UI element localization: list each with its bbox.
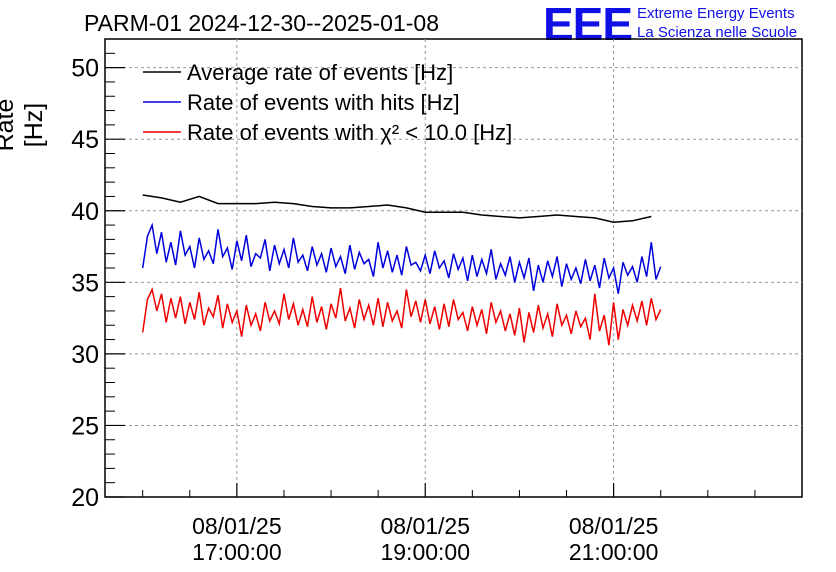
- eee-logo: EEE: [543, 0, 633, 50]
- y-tick-label: 40: [71, 198, 99, 226]
- chart-title: PARM-01 2024-12-30--2025-01-08: [84, 10, 439, 36]
- series-chi2-line: [141, 287, 662, 346]
- x-tick-label-time: 19:00:00: [380, 539, 470, 565]
- x-tick-label-time: 17:00:00: [192, 539, 282, 565]
- x-tick-label-date: 08/01/25: [192, 513, 282, 539]
- logo-caption: Extreme Energy Events La Scienza nelle S…: [637, 4, 797, 42]
- series-average-line: [142, 194, 652, 223]
- legend-hits-label: Rate of events with hits [Hz]: [187, 90, 460, 115]
- y-tick-label: 35: [71, 269, 99, 297]
- logo-caption-line2: La Scienza nelle Scuole: [637, 24, 798, 41]
- logo-caption-line1: Extreme Energy Events: [637, 5, 795, 22]
- y-tick-label: 50: [71, 55, 99, 83]
- x-tick-label-date: 08/01/25: [569, 513, 659, 539]
- legend-chi2-label: Rate of events with χ² < 10.0 [Hz]: [187, 120, 512, 145]
- y-tick-label: 20: [71, 484, 99, 512]
- y-tick-label: 30: [71, 341, 99, 369]
- y-tick-label: 25: [71, 412, 99, 440]
- x-tick-label-time: 21:00:00: [569, 539, 659, 565]
- x-tick-label-date: 08/01/25: [380, 513, 470, 539]
- legend-average-label: Average rate of events [Hz]: [187, 60, 453, 85]
- series-hits-line: [141, 222, 662, 294]
- y-tick-label: 45: [71, 126, 99, 154]
